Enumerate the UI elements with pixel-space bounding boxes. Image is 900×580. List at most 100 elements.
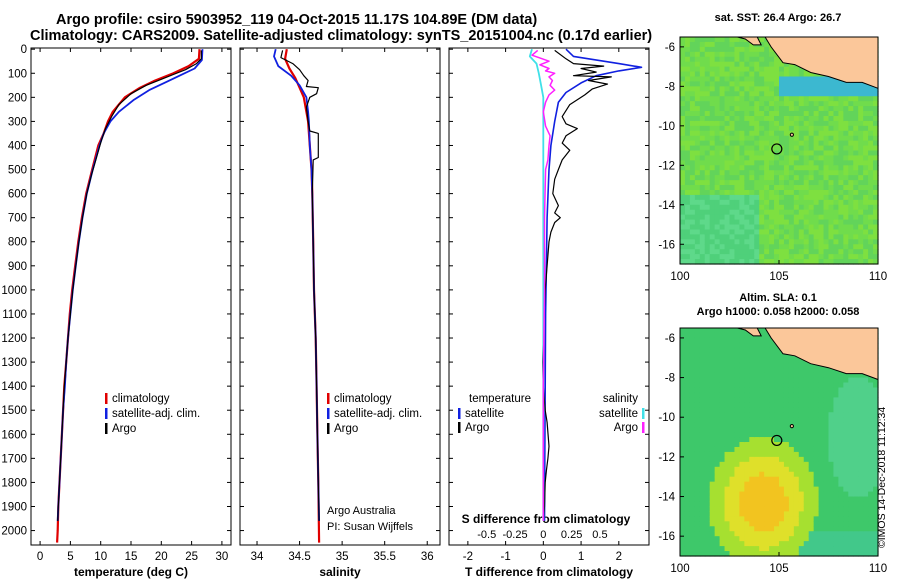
sla-map-cell (680, 357, 686, 364)
sst-map-cell (729, 259, 736, 265)
sst-map-cell (699, 41, 706, 48)
sst-map-cell (744, 46, 750, 53)
sla-map-cell (779, 442, 785, 448)
sla-map-cell (694, 407, 701, 413)
sla-map-cell (729, 367, 736, 374)
sla-map-cell (729, 451, 736, 458)
sla-map-cell (853, 546, 859, 552)
sla-map-cell (868, 471, 874, 478)
sst-map-cell (828, 185, 835, 191)
pressure-tick-label: 1000 (1, 285, 27, 297)
sst-map-cell (858, 219, 864, 226)
sla-map-cell (709, 397, 716, 403)
sla-map-cell (764, 466, 770, 473)
sst-map-cell (813, 239, 820, 245)
sst-map-cell (769, 244, 775, 250)
sla-map-cell (724, 546, 731, 552)
pressure-tick-label: 1400 (1, 381, 27, 393)
sst-map-cell (779, 219, 785, 226)
sla-map-cell (749, 402, 755, 408)
sst-lat-tick-label: -14 (658, 200, 675, 212)
sla-map-cell (709, 392, 716, 398)
sla-map-cell (680, 521, 686, 527)
sla-map-cell (714, 387, 721, 394)
sla-map-cell (704, 516, 711, 522)
sla-map-cell (759, 461, 765, 468)
sst-map-cell (744, 51, 750, 58)
sst-map-cell (828, 86, 835, 92)
sst-map-cell (793, 194, 800, 201)
sla-map-cell (838, 407, 844, 413)
sst-map-cell (808, 71, 815, 78)
sst-map-cell (680, 239, 686, 245)
sla-map-cell (813, 392, 820, 398)
sst-map-cell (749, 204, 755, 211)
sla-map-cell (680, 551, 686, 557)
sla-map-cell (734, 466, 740, 473)
sla-map-cell (699, 511, 706, 517)
sst-map-cell (853, 165, 859, 171)
sst-map-cell (828, 125, 835, 132)
sal-xtick-label: 34.5 (288, 551, 310, 563)
sst-map-cell (764, 180, 770, 186)
sla-map-cell (868, 417, 874, 423)
sst-map-cell (873, 185, 879, 191)
sst-map-cell (724, 199, 731, 206)
sst-map-cell (719, 51, 726, 58)
sst-map-cell (759, 160, 765, 166)
sla-map-cell (808, 526, 815, 532)
sla-map-cell (788, 531, 795, 537)
sst-map-cell (729, 66, 736, 73)
sst-map-cell (828, 194, 835, 201)
sla-map-cell (808, 437, 815, 443)
sla-map-cell (828, 392, 835, 398)
sla-map-cell (798, 546, 805, 552)
sla-map-cell (694, 481, 701, 488)
sla-map-cell (734, 471, 740, 478)
sst-map-cell (798, 209, 805, 216)
sst-map-cell (684, 209, 691, 216)
sst-map-cell (684, 106, 691, 112)
sst-map-cell (858, 130, 864, 137)
sst-map-cell (689, 125, 696, 132)
sla-map-cell (689, 536, 696, 542)
sst-map-cell (843, 194, 849, 201)
temp-series-argo (57, 50, 202, 521)
sst-map-cell (749, 189, 755, 196)
sla-map-cell (724, 372, 731, 379)
sla-map-cell (734, 332, 740, 339)
sst-map-cell (719, 204, 726, 211)
sla-map-cell (729, 422, 736, 428)
sst-map-cell (699, 239, 706, 245)
sst-map-cell (828, 199, 835, 206)
sst-map-cell (858, 160, 864, 166)
sla-map-cell (868, 501, 874, 508)
sst-map-cell (808, 86, 815, 92)
sst-map-cell (833, 234, 839, 240)
sla-map-cell (759, 328, 765, 334)
sst-map-cell (739, 170, 745, 176)
sla-map-cell (769, 422, 775, 428)
sst-map-cell (689, 219, 696, 226)
sst-map-cell (779, 239, 785, 245)
sst-map-cell (798, 199, 805, 206)
sst-map-cell (863, 194, 869, 201)
sla-map-cell (729, 491, 736, 498)
sst-map-cell (873, 135, 879, 142)
sla-map-cell (744, 471, 750, 478)
sla-map-cell (779, 491, 785, 498)
sla-map-cell (793, 466, 800, 473)
sla-map-cell (699, 486, 706, 493)
sst-map-cell (793, 199, 800, 206)
sst-map-cell (724, 91, 731, 97)
sla-map-cell (788, 392, 795, 398)
sla-map-cell (828, 476, 835, 483)
sla-map-cell (709, 481, 716, 488)
sst-map-cell (709, 229, 716, 235)
sla-map-cell (808, 541, 815, 547)
sla-map-cell (858, 531, 864, 537)
sst-map-cell (754, 189, 760, 196)
sla-map-cell (729, 342, 736, 349)
sst-map-cell (779, 130, 785, 137)
sla-map-cell (813, 372, 820, 379)
